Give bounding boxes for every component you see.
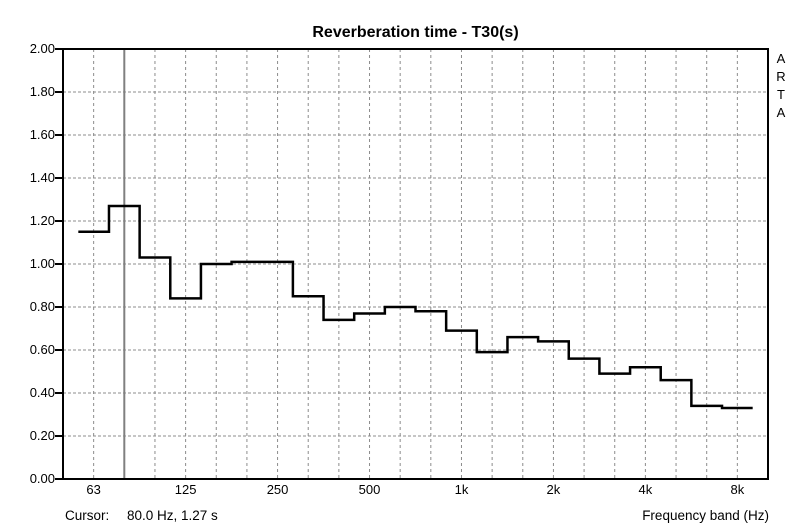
- watermark-letter: A: [776, 51, 786, 66]
- y-tick-label: 0.60: [29, 342, 55, 357]
- x-tick-label: 2k: [546, 482, 561, 497]
- x-tick-label: 1k: [454, 482, 469, 497]
- rt30-step-curve: [78, 204, 753, 410]
- y-tick-label: 1.00: [29, 256, 55, 271]
- chart-title: Reverberation time - T30(s): [312, 24, 519, 41]
- y-tick-label: 1.20: [29, 213, 55, 228]
- watermark-letter: A: [776, 105, 786, 120]
- y-tick-label: 1.40: [29, 170, 55, 185]
- x-axis-title: Frequency band (Hz): [642, 508, 769, 523]
- cursor-readout-value: 80.0 Hz, 1.27 s: [127, 508, 218, 523]
- x-tick-label: 4k: [638, 482, 653, 497]
- x-tick-label: 8k: [730, 482, 745, 497]
- y-tick-label: 0.80: [29, 299, 55, 314]
- cursor-readout-label: Cursor:: [65, 508, 110, 523]
- watermark-letter: R: [776, 69, 786, 84]
- x-tick-label: 250: [266, 482, 289, 497]
- x-tick-label: 63: [86, 482, 101, 497]
- x-tick-label: 125: [174, 482, 197, 497]
- plot-frame: [62, 48, 769, 480]
- y-tick-label: 0.20: [29, 428, 55, 443]
- y-tick-label: 0.00: [29, 471, 55, 486]
- watermark-letter: T: [777, 87, 785, 102]
- y-tick-label: 2.00: [29, 41, 55, 56]
- y-tick-label: 1.80: [29, 84, 55, 99]
- y-tick-label: 1.60: [29, 127, 55, 142]
- x-tick-label: 500: [358, 482, 381, 497]
- y-tick-label: 0.40: [29, 385, 55, 400]
